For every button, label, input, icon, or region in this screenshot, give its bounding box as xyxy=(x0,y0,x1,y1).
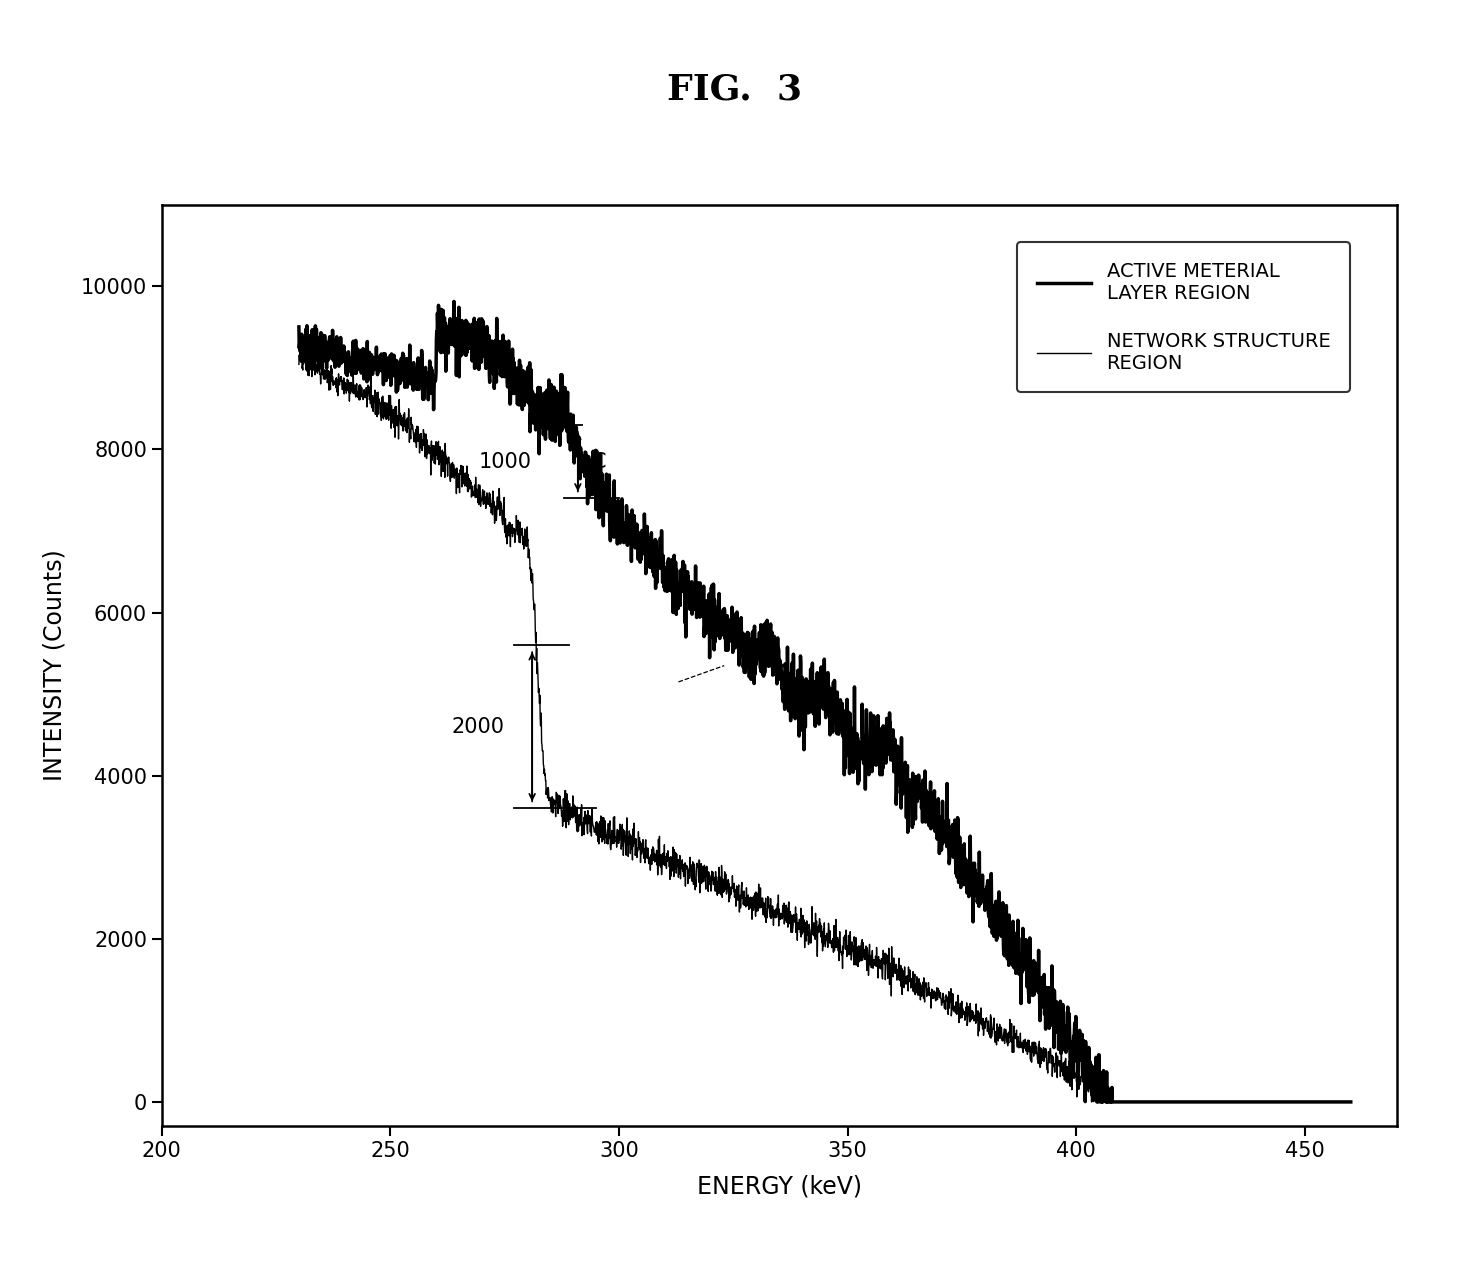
NETWORK STRUCTURE
REGION xyxy=(290,357,307,372)
ACTIVE METERIAL
LAYER REGION xyxy=(473,311,491,326)
NETWORK STRUCTURE
REGION xyxy=(473,493,491,508)
X-axis label: ENERGY (keV): ENERGY (keV) xyxy=(697,1175,861,1199)
ACTIVE METERIAL
LAYER REGION xyxy=(1322,1094,1339,1110)
ACTIVE METERIAL
LAYER REGION xyxy=(1208,1094,1226,1110)
NETWORK STRUCTURE
REGION xyxy=(694,859,711,874)
ACTIVE METERIAL
LAYER REGION xyxy=(290,319,307,334)
NETWORK STRUCTURE
REGION xyxy=(1083,1094,1101,1110)
NETWORK STRUCTURE
REGION xyxy=(1342,1094,1360,1110)
Line: ACTIVE METERIAL
LAYER REGION: ACTIVE METERIAL LAYER REGION xyxy=(298,302,1351,1102)
NETWORK STRUCTURE
REGION xyxy=(739,887,757,902)
Legend: ACTIVE METERIAL
LAYER REGION, NETWORK STRUCTURE
REGION: ACTIVE METERIAL LAYER REGION, NETWORK ST… xyxy=(1017,242,1349,392)
ACTIVE METERIAL
LAYER REGION xyxy=(1342,1094,1360,1110)
NETWORK STRUCTURE
REGION xyxy=(410,431,428,447)
Text: C: C xyxy=(591,452,606,472)
Text: FIG.  3: FIG. 3 xyxy=(667,73,803,106)
ACTIVE METERIAL
LAYER REGION xyxy=(694,599,711,614)
ACTIVE METERIAL
LAYER REGION xyxy=(410,381,428,397)
Text: 2000: 2000 xyxy=(451,717,504,737)
NETWORK STRUCTURE
REGION xyxy=(1322,1094,1339,1110)
Y-axis label: INTENSITY (Counts): INTENSITY (Counts) xyxy=(43,549,68,782)
ACTIVE METERIAL
LAYER REGION xyxy=(445,294,463,310)
Line: NETWORK STRUCTURE
REGION: NETWORK STRUCTURE REGION xyxy=(298,349,1351,1102)
NETWORK STRUCTURE
REGION xyxy=(295,342,313,357)
NETWORK STRUCTURE
REGION xyxy=(1208,1094,1226,1110)
ACTIVE METERIAL
LAYER REGION xyxy=(739,626,757,641)
ACTIVE METERIAL
LAYER REGION xyxy=(1088,1094,1105,1110)
Text: 1000: 1000 xyxy=(479,452,532,472)
